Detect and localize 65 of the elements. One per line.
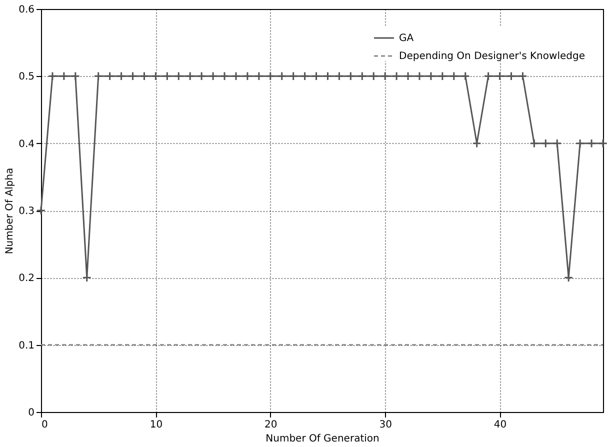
- y-tick-label: 0.2: [18, 273, 34, 284]
- point: [116, 72, 126, 81]
- point: [128, 72, 138, 81]
- point: [346, 72, 356, 81]
- point: [196, 72, 206, 81]
- y-tick-label: 0.1: [18, 340, 34, 352]
- point: [48, 72, 58, 81]
- point: [300, 72, 310, 81]
- x-tick-label: 30: [379, 420, 392, 430]
- point: [94, 72, 103, 81]
- point: [220, 72, 230, 81]
- point: [358, 72, 367, 81]
- point: [266, 72, 276, 81]
- point: [564, 273, 574, 282]
- point: [380, 72, 390, 81]
- point: [59, 72, 69, 81]
- point: [231, 72, 241, 81]
- point: [105, 72, 114, 81]
- point: [530, 138, 539, 148]
- y-tick-label: 0.3: [18, 206, 34, 217]
- y-tick-label: 0.5: [18, 72, 34, 83]
- point: [598, 138, 608, 148]
- point: [495, 72, 504, 81]
- point: [162, 72, 172, 81]
- point: [403, 72, 413, 81]
- point: [242, 72, 252, 81]
- point: [323, 72, 332, 81]
- y-tick-label: 0.4: [18, 138, 34, 150]
- point: [36, 206, 46, 216]
- point: [70, 72, 80, 81]
- point: [368, 72, 378, 81]
- point: [151, 72, 160, 81]
- point: [575, 138, 585, 148]
- point: [449, 72, 459, 81]
- y-axis-title: Number Of Alpha: [4, 168, 16, 254]
- point: [208, 72, 218, 81]
- point: [438, 72, 448, 81]
- x-tick-label: 10: [150, 420, 163, 430]
- legend-label: GA: [399, 33, 414, 44]
- point: [518, 72, 528, 81]
- legend-label: Depending On Designer's Knowledge: [399, 51, 585, 62]
- point: [277, 72, 286, 81]
- point: [82, 273, 92, 282]
- y-tick-label: 0: [28, 408, 34, 418]
- point: [484, 72, 493, 81]
- point: [254, 72, 264, 81]
- point: [460, 72, 470, 81]
- y-tick-label: 0.6: [18, 4, 34, 16]
- point: [392, 72, 402, 81]
- point: [506, 72, 516, 81]
- point: [414, 72, 424, 81]
- x-tick-label: 20: [264, 420, 278, 430]
- point: [174, 72, 184, 81]
- point: [552, 138, 562, 148]
- point: [140, 72, 149, 81]
- point: [586, 138, 596, 148]
- point: [312, 72, 321, 81]
- point: [185, 72, 195, 81]
- point: [288, 72, 298, 81]
- x-axis-title: Number Of Generation: [266, 434, 380, 444]
- point: [334, 72, 344, 81]
- point: [541, 138, 550, 148]
- x-tick-label: 0: [42, 420, 48, 430]
- point: [426, 72, 436, 81]
- x-tick-label: 40: [494, 420, 507, 430]
